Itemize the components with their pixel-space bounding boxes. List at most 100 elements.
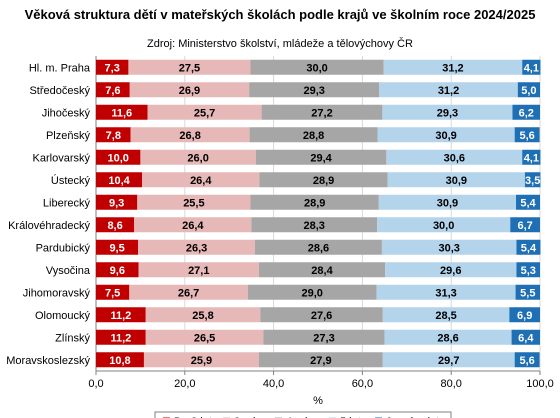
data-label: 10,0 xyxy=(107,152,128,164)
bar-segment xyxy=(377,217,511,233)
bar-segment xyxy=(509,307,540,323)
data-label: 28,4 xyxy=(311,265,333,277)
data-label: 29,4 xyxy=(310,152,332,164)
data-label: 3,5 xyxy=(525,175,540,187)
x-tick-label: 80,0 xyxy=(440,378,461,390)
bar-segment xyxy=(522,59,541,75)
data-label: 27,9 xyxy=(310,355,331,367)
data-label: 8,6 xyxy=(107,220,122,232)
bar-segment xyxy=(96,104,148,120)
bar-segment xyxy=(96,194,138,210)
data-label: 4,1 xyxy=(524,152,539,164)
data-label: 29,6 xyxy=(440,265,461,277)
chart-subtitle: Zdroj: Ministerstvo školství, mládeže a … xyxy=(147,38,413,50)
data-label: 26,4 xyxy=(190,175,212,187)
data-label: 11,6 xyxy=(111,107,132,119)
bar-segment xyxy=(140,149,256,165)
data-label: 5,4 xyxy=(520,197,536,209)
category-label: Středočeský xyxy=(29,85,90,97)
data-label: 29,7 xyxy=(438,355,459,367)
bar-segment xyxy=(511,329,540,345)
bar-segment xyxy=(386,149,523,165)
data-label: 10,8 xyxy=(109,355,130,367)
bar-segment xyxy=(250,59,384,75)
data-label: 30,9 xyxy=(437,197,458,209)
data-label: 31,2 xyxy=(438,85,459,97)
x-axis-label: % xyxy=(313,395,323,407)
bar-segment xyxy=(514,127,540,143)
bar-segment xyxy=(378,194,517,210)
data-label: 11,2 xyxy=(110,310,131,322)
bar-segment xyxy=(517,82,540,98)
data-label: 27,2 xyxy=(311,107,332,119)
data-label: 6,2 xyxy=(519,107,534,119)
category-label: Pardubický xyxy=(36,242,91,254)
bar-segment xyxy=(143,352,259,368)
bar-segment xyxy=(96,149,141,165)
data-label: 26,7 xyxy=(178,287,199,299)
x-tick-label: 40,0 xyxy=(263,378,284,390)
data-label: 11,2 xyxy=(110,332,131,344)
bar-segment xyxy=(138,239,255,255)
data-label: 28,9 xyxy=(313,175,334,187)
bar-segment xyxy=(251,217,378,233)
category-label: Plzeňský xyxy=(46,130,91,142)
bar-segment xyxy=(142,172,260,188)
bar-segment xyxy=(514,352,540,368)
data-label: 28,8 xyxy=(303,130,324,142)
bar-segment xyxy=(96,127,131,143)
data-label: 25,5 xyxy=(183,197,204,209)
bar-segment xyxy=(138,262,259,278)
bar-segment xyxy=(515,284,540,300)
data-label: 26,9 xyxy=(179,85,200,97)
bar-segment xyxy=(247,284,377,300)
legend-label: Do 3 let xyxy=(174,416,212,418)
bar-segment xyxy=(96,352,144,368)
category-label: Královéhradecký xyxy=(8,220,90,232)
bar-segment xyxy=(96,82,130,98)
bar-segment xyxy=(258,262,386,278)
data-label: 5,3 xyxy=(521,265,536,277)
legend-label: 4 roky xyxy=(286,416,316,418)
bar-segment xyxy=(377,127,515,143)
data-label: 7,5 xyxy=(105,287,120,299)
category-label: Jihočeský xyxy=(42,107,91,119)
data-label: 25,7 xyxy=(194,107,215,119)
data-label: 31,3 xyxy=(435,287,456,299)
data-label: 27,1 xyxy=(188,265,209,277)
bar-segment xyxy=(382,352,515,368)
data-label: 5,5 xyxy=(520,287,535,299)
data-label: 28,9 xyxy=(304,197,325,209)
data-label: 29,3 xyxy=(437,107,458,119)
bar-segment xyxy=(522,149,541,165)
bar-segment xyxy=(96,284,130,300)
data-label: 9,5 xyxy=(109,242,124,254)
bar-segment xyxy=(130,127,250,143)
data-label: 28,6 xyxy=(437,332,458,344)
data-label: 26,0 xyxy=(187,152,208,164)
bar-segment xyxy=(137,194,251,210)
bar-segment xyxy=(255,149,387,165)
data-label: 25,9 xyxy=(191,355,212,367)
bar-segment xyxy=(96,172,143,188)
bar-segment xyxy=(250,194,379,210)
data-label: 27,3 xyxy=(313,332,334,344)
bar-segment xyxy=(96,239,139,255)
data-label: 9,3 xyxy=(109,197,124,209)
bar-segment xyxy=(147,104,262,120)
bar-segment xyxy=(145,307,261,323)
data-label: 26,8 xyxy=(179,130,200,142)
category-label: Hl. m. Praha xyxy=(29,62,91,74)
bar-segment xyxy=(524,172,541,188)
category-label: Zlínský xyxy=(55,332,90,344)
x-tick-label: 20,0 xyxy=(174,378,195,390)
data-label: 7,6 xyxy=(105,85,120,97)
data-label: 6,4 xyxy=(518,332,534,344)
bar-segment xyxy=(516,194,540,210)
bar-segment xyxy=(387,172,525,188)
bar-segment xyxy=(128,59,251,75)
data-label: 27,5 xyxy=(179,62,200,74)
data-label: 30,9 xyxy=(435,130,456,142)
